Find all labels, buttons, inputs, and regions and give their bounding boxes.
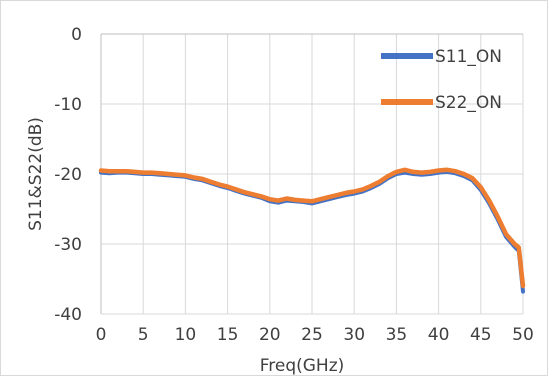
x-tick-label: 45: [470, 325, 492, 345]
tick-labels: 0 5 10 15 20 25 30 35 40 45 50 0 -10 -20 -30 -40: [54, 25, 534, 345]
series-line-s22-on: [98, 167, 526, 289]
y-tick-label: -40: [54, 305, 82, 325]
x-tick-label: 30: [343, 325, 365, 345]
x-tick-label: 50: [512, 325, 534, 345]
x-tick-label: 10: [175, 325, 197, 345]
y-axis-title: S11&S22(dB): [26, 117, 46, 231]
x-tick-label: 35: [386, 325, 408, 345]
y-tick-label: -30: [54, 235, 82, 255]
x-axis-title: Freq(GHz): [260, 356, 345, 375]
legend-label-s11-on: S11_ON: [435, 47, 502, 67]
legend-label-s22-on: S22_ON: [435, 93, 502, 113]
x-tick-label: 5: [138, 325, 149, 345]
x-tick-label: 40: [428, 325, 450, 345]
data-series: [98, 167, 526, 294]
y-tick-label: -20: [54, 165, 82, 185]
x-tick-label: 25: [301, 325, 323, 345]
x-tick-label: 15: [217, 325, 239, 345]
y-tick-label: -10: [54, 95, 82, 115]
y-tick-label: 0: [71, 25, 82, 45]
x-tick-label: 20: [259, 325, 281, 345]
x-tick-label: 0: [96, 325, 107, 345]
legend: S11_ON S22_ON: [381, 47, 502, 113]
